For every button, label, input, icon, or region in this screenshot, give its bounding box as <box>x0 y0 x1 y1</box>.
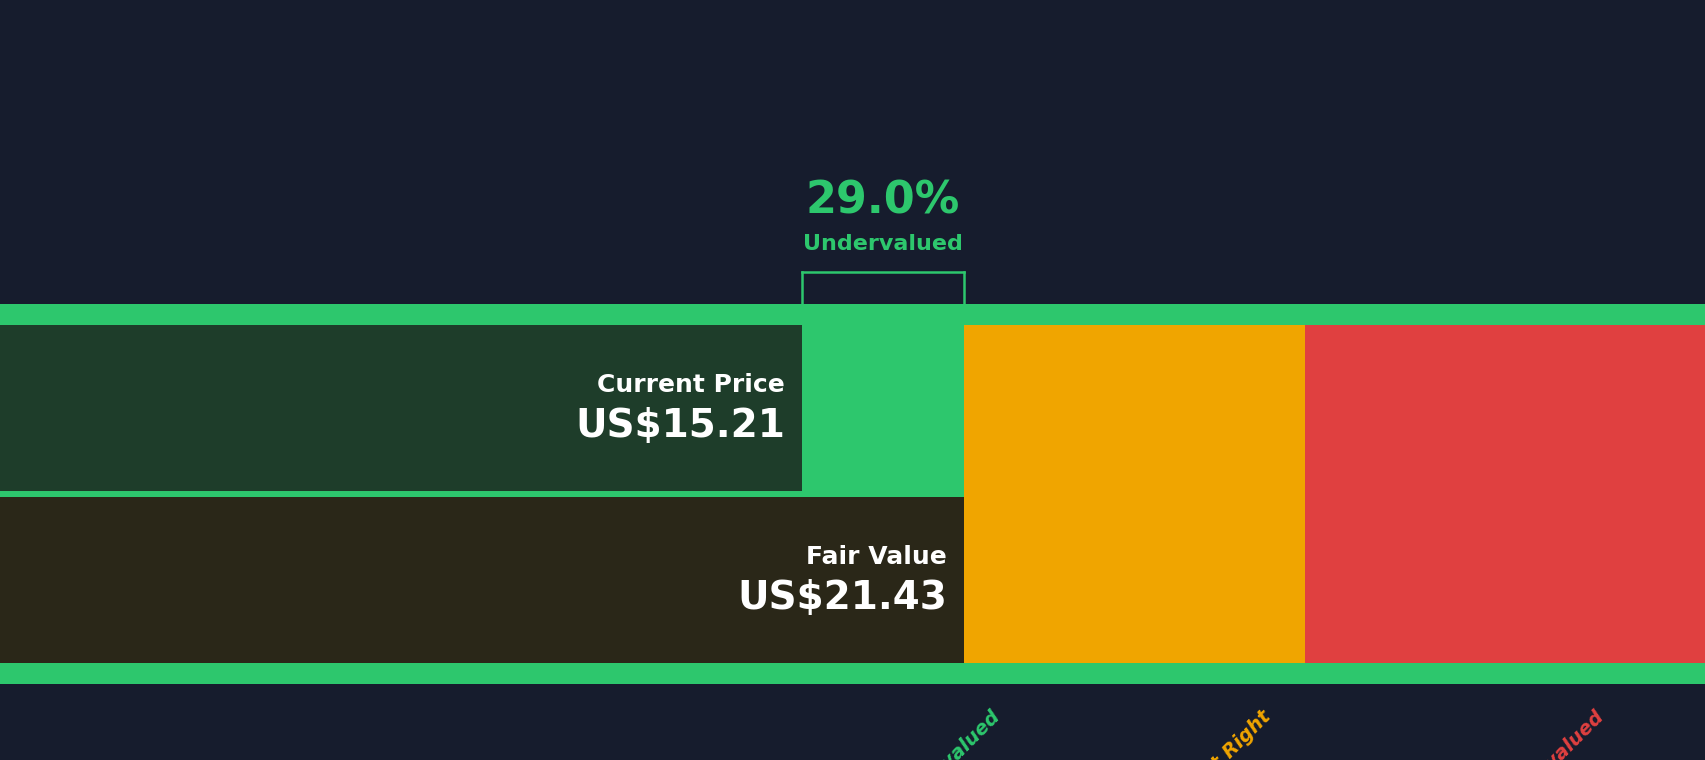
Text: Undervalued: Undervalued <box>803 234 962 255</box>
Bar <box>963 304 1304 684</box>
Text: 20% Undervalued: 20% Undervalued <box>852 708 1003 760</box>
Text: 20% Overvalued: 20% Overvalued <box>1466 708 1606 760</box>
Bar <box>0 325 801 491</box>
Bar <box>0 304 963 325</box>
Bar <box>1304 663 1705 684</box>
Bar <box>0 497 963 663</box>
Text: Fair Value: Fair Value <box>805 545 946 568</box>
Text: US$21.43: US$21.43 <box>737 578 946 616</box>
Bar <box>0 663 963 684</box>
Bar <box>1304 304 1705 325</box>
Bar <box>963 304 1304 325</box>
Text: US$15.21: US$15.21 <box>575 407 784 445</box>
Bar <box>963 663 1304 684</box>
Text: Current Price: Current Price <box>597 372 784 397</box>
Text: 29.0%: 29.0% <box>805 179 960 222</box>
Bar <box>1304 304 1705 684</box>
Bar <box>0 304 963 684</box>
Text: About Right: About Right <box>1168 708 1274 760</box>
